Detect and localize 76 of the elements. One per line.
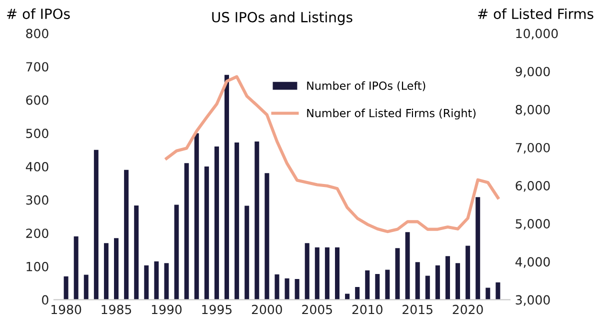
x-tick-label: 1985: [102, 304, 132, 314]
y2-tick-label: 8,000: [516, 104, 550, 116]
bar: [405, 232, 410, 300]
y-tick-label: 100: [26, 262, 48, 272]
y-tick-label: 800: [26, 28, 48, 38]
bar: [224, 74, 230, 300]
bar: [94, 150, 98, 300]
chart-title: US IPOs and Listings: [212, 12, 352, 26]
y-tick-label: 200: [26, 228, 48, 238]
bar: [204, 166, 209, 300]
line-series: [164, 75, 500, 234]
bar: [264, 173, 270, 300]
y-tick-label: 400: [26, 162, 48, 172]
bar: [466, 246, 470, 300]
bar: [244, 206, 250, 300]
y2-tick-label: 3,000: [516, 295, 550, 306]
bar: [314, 247, 320, 300]
bar: [64, 276, 68, 300]
bar: [334, 247, 340, 300]
y2-tick-label: 7,000: [516, 142, 550, 154]
bar: [395, 248, 400, 300]
bar: [194, 133, 199, 300]
y-tick-label: 600: [26, 95, 48, 105]
bar: [425, 276, 430, 300]
x-tick-label: 2000: [252, 304, 282, 314]
bar: [164, 263, 169, 300]
bar: [274, 274, 280, 300]
bar: [254, 142, 260, 300]
x-tick-label: 2005: [302, 304, 332, 314]
bar: [355, 287, 360, 300]
bar: [154, 261, 159, 300]
bar: [104, 243, 108, 300]
bar: [345, 294, 350, 300]
y2-tick-label: 10,000: [516, 28, 558, 40]
x-tick-label: 2020: [452, 304, 483, 314]
y2-tick-label: 6,000: [516, 181, 550, 192]
y2-axis-title: # of Listed Firms: [478, 8, 594, 20]
x-tick-label: 1995: [202, 304, 232, 314]
bar: [415, 262, 420, 300]
bar: [445, 256, 450, 300]
bar: [134, 205, 139, 300]
bar: [74, 236, 78, 300]
legend-label: Number of Listed Firms (Right): [307, 108, 476, 120]
bar: [114, 238, 119, 300]
bar: [124, 170, 129, 300]
bar: [284, 278, 290, 300]
y-tick-label: 300: [26, 195, 48, 205]
x-tick-label: 1990: [152, 304, 182, 314]
y2-tick-label: 4,000: [515, 257, 550, 268]
bar: [435, 265, 440, 300]
y-tick-label: 700: [26, 62, 48, 72]
bar: [214, 146, 219, 300]
x-tick-label: 2015: [402, 304, 432, 314]
bar: [294, 279, 300, 300]
legend-label: Number of IPOs (Left): [307, 81, 426, 92]
bar: [304, 243, 310, 300]
bar: [365, 270, 370, 300]
bar: [84, 274, 88, 300]
y2-tick-label: 9,000: [516, 66, 550, 78]
bar: [234, 142, 240, 300]
y-axis-title: # of IPOs: [7, 8, 70, 20]
y2-tick-label: 5,000: [516, 219, 550, 230]
bar: [476, 197, 480, 300]
y-tick-label: 500: [26, 128, 48, 138]
bar: [496, 282, 500, 300]
bar: [174, 204, 179, 300]
bar: [375, 274, 380, 300]
bar: [184, 163, 189, 300]
y-tick-label: 0: [42, 295, 48, 305]
bar: [324, 247, 330, 300]
x-tick-label: 1980: [52, 304, 82, 314]
bar: [486, 288, 490, 300]
x-tick-label: 2010: [352, 304, 382, 314]
bar: [144, 265, 149, 300]
bar: [456, 263, 460, 300]
bar: [385, 270, 390, 300]
